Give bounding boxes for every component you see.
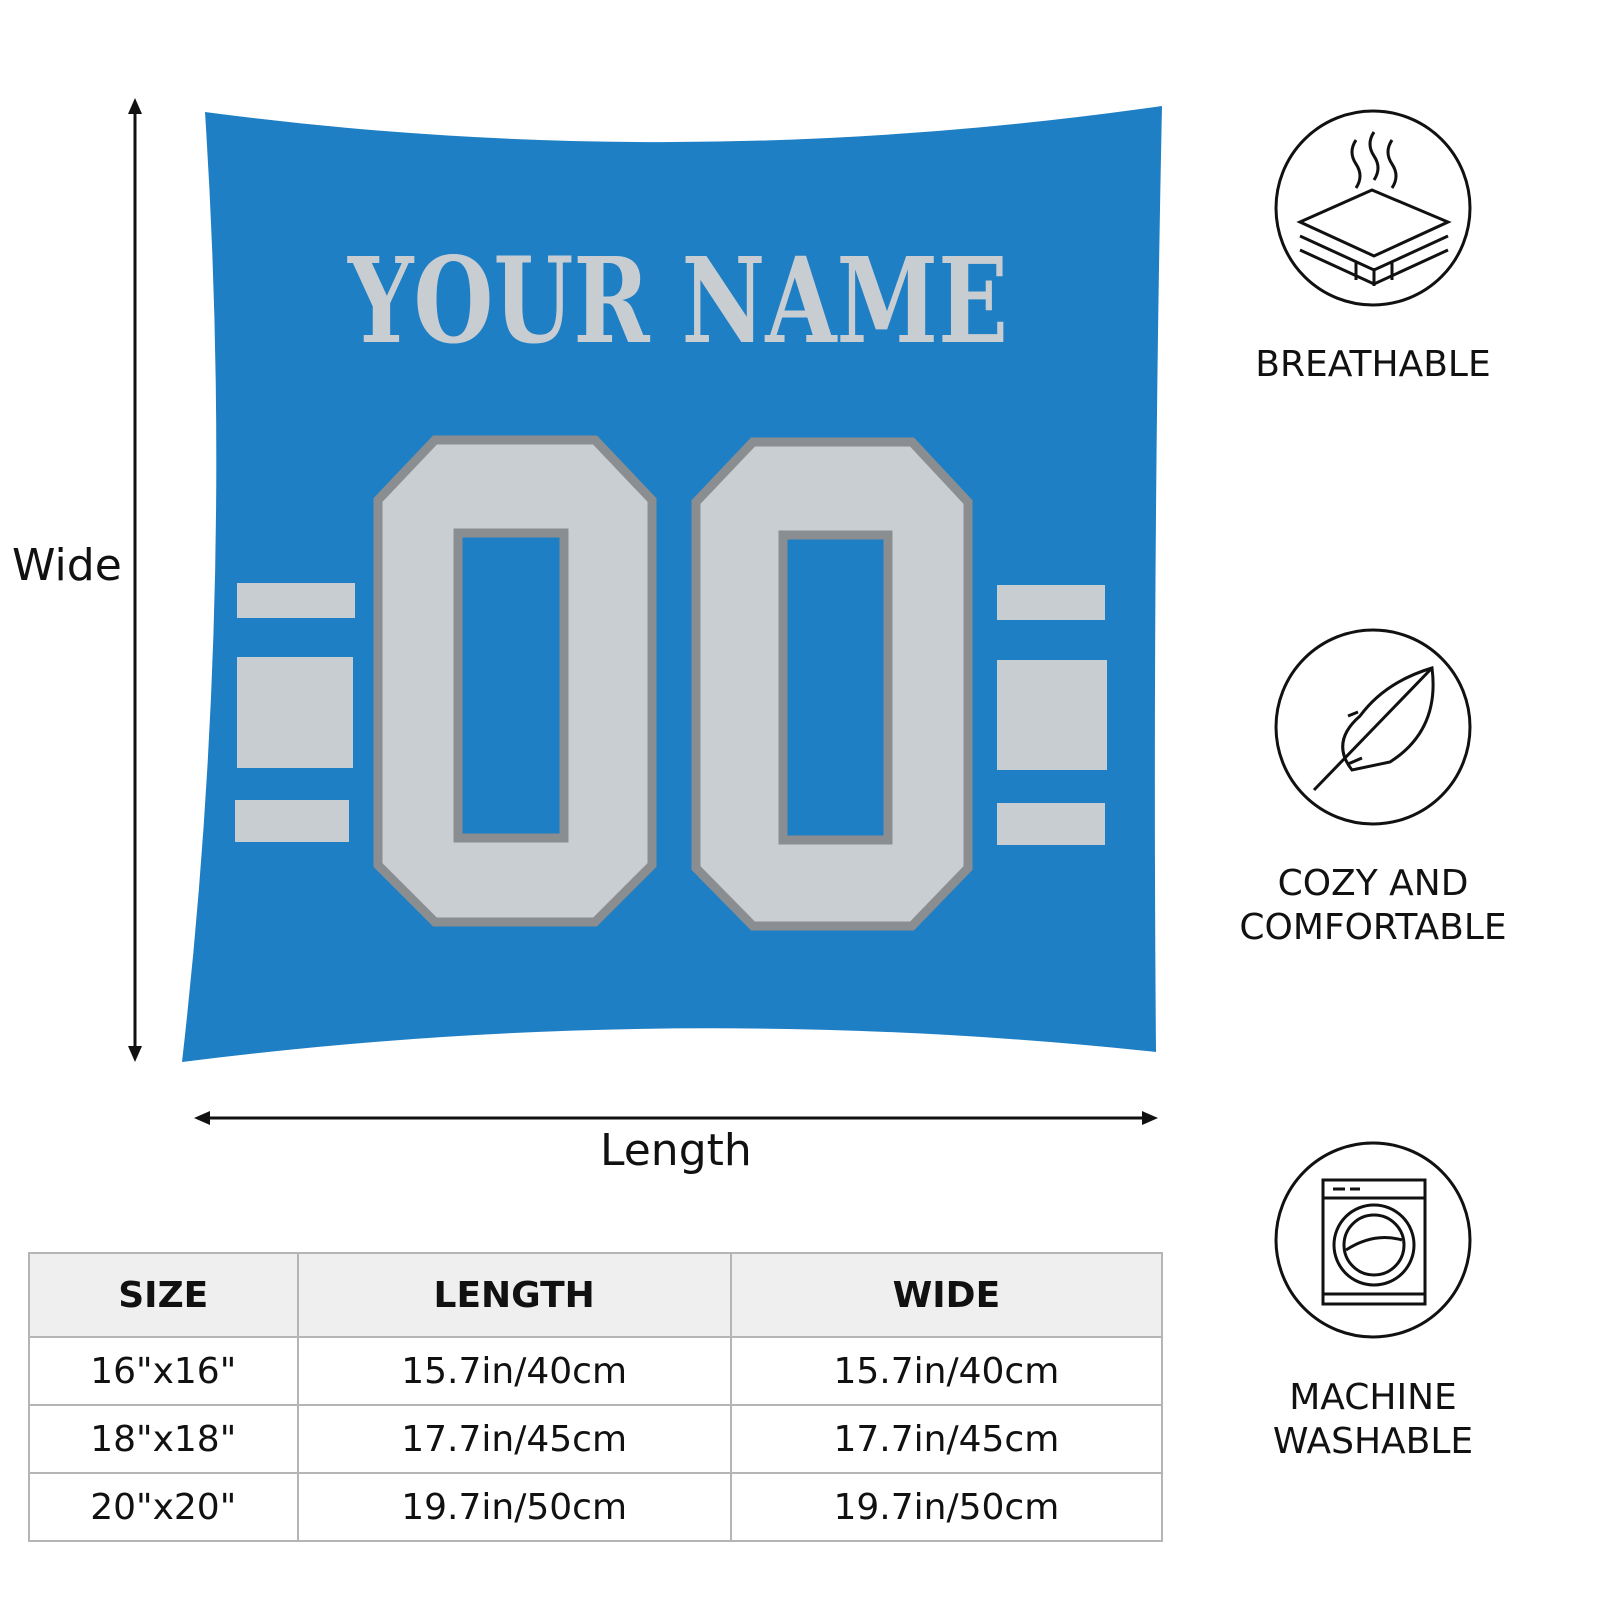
pillow: YOUR NAME bbox=[182, 106, 1162, 1062]
washing-machine-icon bbox=[1274, 1141, 1472, 1339]
feature-line: COMFORTABLE bbox=[1239, 907, 1507, 948]
pillow-name-text: YOUR NAME bbox=[346, 231, 1008, 370]
cell-length: 17.7in/45cm bbox=[296, 1404, 732, 1474]
cell-size: 20"x20" bbox=[28, 1472, 299, 1542]
cell-size: 18"x18" bbox=[28, 1404, 299, 1474]
table-header-row: SIZE LENGTH WIDE bbox=[28, 1252, 1164, 1338]
size-table: SIZE LENGTH WIDE 16"x16" 15.7in/40cm 15.… bbox=[28, 1252, 1164, 1542]
cell-size: 16"x16" bbox=[28, 1336, 299, 1406]
table-row: 16"x16" 15.7in/40cm 15.7in/40cm bbox=[28, 1336, 1164, 1406]
feature-line: BREATHABLE bbox=[1255, 344, 1491, 385]
header-wide: WIDE bbox=[729, 1252, 1164, 1338]
wide-dimension-arrow bbox=[128, 98, 142, 1062]
sleeve-stripes-left bbox=[235, 583, 355, 842]
number-zero-right bbox=[691, 437, 973, 931]
number-zero-left bbox=[373, 435, 657, 927]
table-row: 20"x20" 19.7in/50cm 19.7in/50cm bbox=[28, 1472, 1164, 1542]
cell-length: 19.7in/50cm bbox=[296, 1472, 732, 1542]
table-row: 18"x18" 17.7in/45cm 17.7in/45cm bbox=[28, 1404, 1164, 1474]
feather-icon bbox=[1274, 628, 1472, 826]
length-dimension-arrow bbox=[194, 1111, 1158, 1125]
feature-icons bbox=[1274, 109, 1472, 1339]
feature-washable-label: MACHINE WASHABLE bbox=[1213, 1376, 1533, 1464]
feature-cozy-label: COZY AND COMFORTABLE bbox=[1213, 862, 1533, 950]
cell-wide: 15.7in/40cm bbox=[729, 1336, 1164, 1406]
feature-line: MACHINE bbox=[1289, 1377, 1457, 1418]
feature-breathable-label: BREATHABLE bbox=[1213, 343, 1533, 387]
header-length: LENGTH bbox=[296, 1252, 732, 1338]
header-size: SIZE bbox=[28, 1252, 299, 1338]
cell-wide: 19.7in/50cm bbox=[729, 1472, 1164, 1542]
wide-label: Wide bbox=[12, 540, 122, 591]
length-label: Length bbox=[600, 1125, 752, 1176]
breathable-layers-icon bbox=[1274, 109, 1472, 307]
sleeve-stripes-right bbox=[997, 585, 1107, 845]
feature-line: WASHABLE bbox=[1272, 1421, 1474, 1462]
cell-wide: 17.7in/45cm bbox=[729, 1404, 1164, 1474]
cell-length: 15.7in/40cm bbox=[296, 1336, 732, 1406]
feature-line: COZY AND bbox=[1277, 863, 1469, 904]
